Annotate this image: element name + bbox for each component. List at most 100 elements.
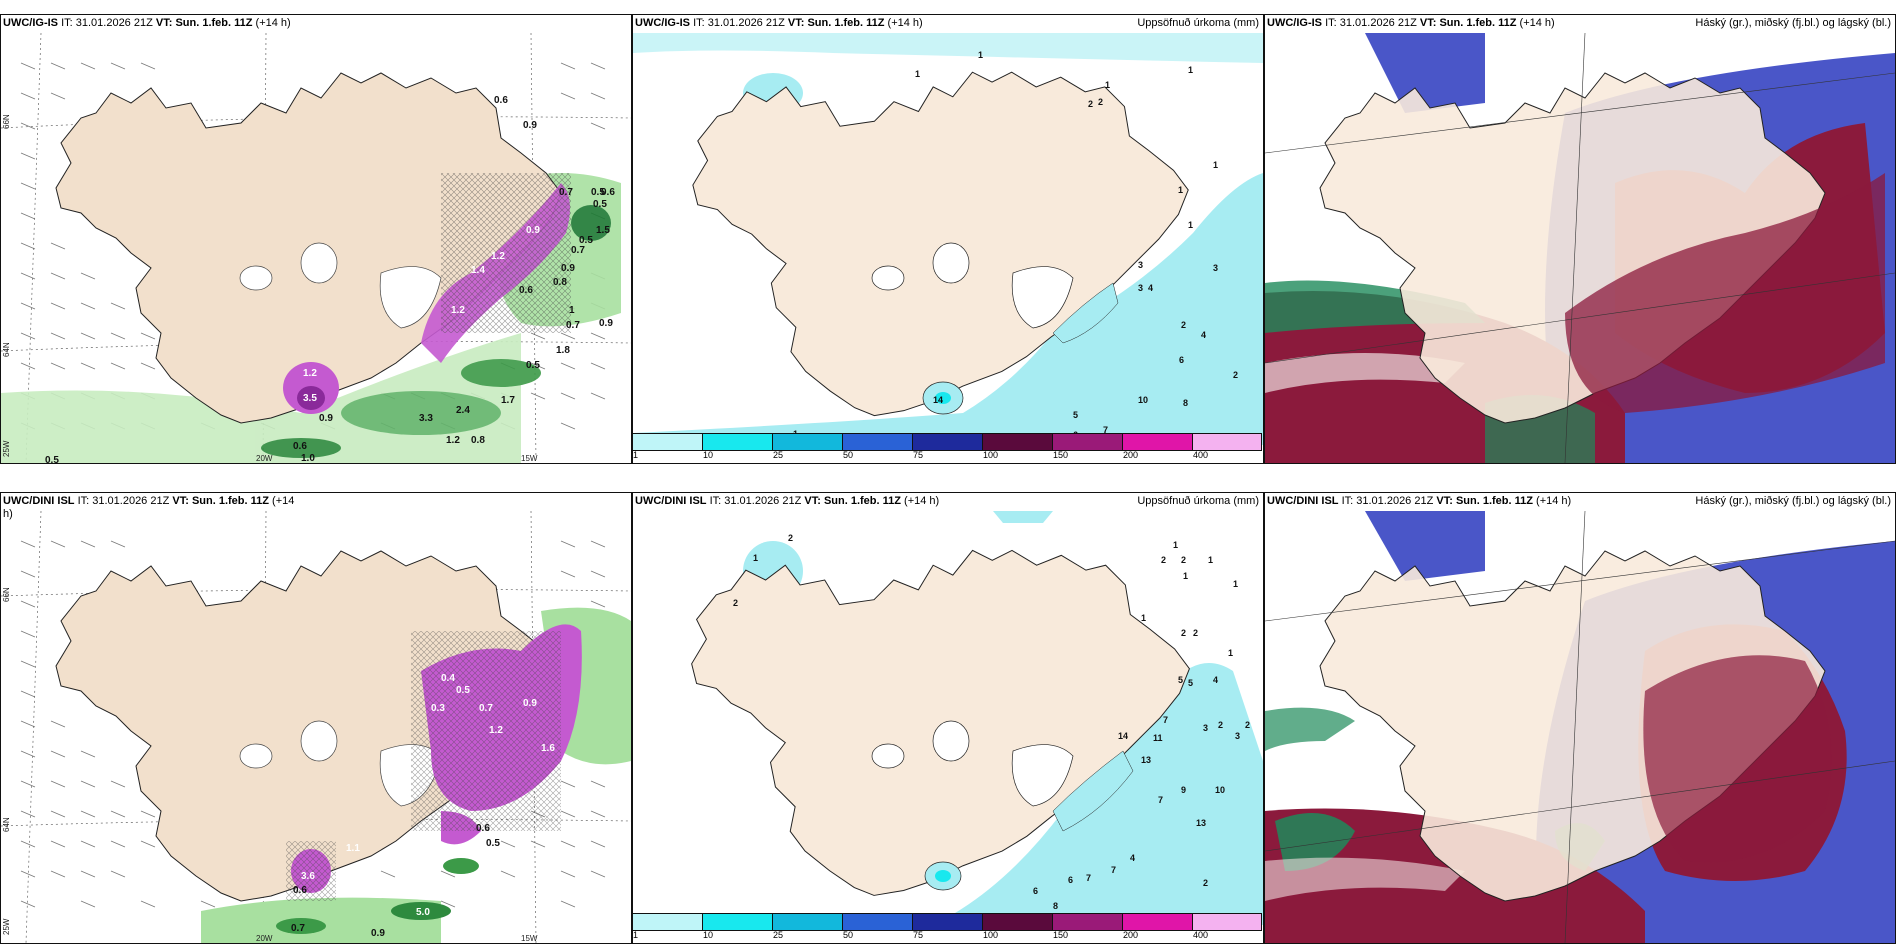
val: 11 — [1153, 733, 1163, 743]
val: 0.9 — [371, 928, 385, 939]
val: 0.8 — [471, 435, 485, 446]
tick: 75 — [913, 930, 924, 940]
panel-title: UWC/DINI ISL IT: 31.01.2026 21Z VT: Sun.… — [3, 495, 295, 520]
val: 5 — [1188, 678, 1193, 688]
val: 4 — [1213, 675, 1218, 685]
val: 1.4 — [471, 265, 485, 276]
tick: 1 — [633, 930, 639, 940]
val: 14 — [933, 395, 943, 405]
val: 0.6 — [293, 441, 307, 452]
val: 3 — [1203, 723, 1208, 733]
val: 0.9 — [526, 225, 540, 236]
val: 2 — [1088, 99, 1093, 109]
val: 0.6 — [476, 823, 490, 834]
tick: 400 — [1193, 450, 1209, 460]
val: 4 — [1148, 283, 1153, 293]
val: 1 — [1141, 613, 1146, 623]
val: 1 — [1233, 579, 1238, 589]
val: 6 — [1179, 355, 1184, 365]
val: 2 — [733, 598, 738, 608]
val: 2.4 — [456, 405, 470, 416]
panel-wind-snow-dini: UWC/DINI ISL IT: 31.01.2026 21Z VT: Sun.… — [0, 492, 632, 944]
val: 2 — [788, 533, 793, 543]
svg-text:15W: 15W — [521, 454, 538, 463]
snow-values: 0.4 0.5 0.3 0.7 1.2 0.9 0.6 0.5 3.6 1.1 … — [291, 673, 555, 939]
tick: 100 — [983, 930, 999, 940]
val: 1 — [1105, 80, 1110, 90]
val: 1.8 — [556, 345, 570, 356]
val: 3 — [1213, 263, 1218, 273]
panel-title: UWC/IG-IS IT: 31.01.2026 21Z VT: Sun. 1.… — [635, 17, 923, 29]
val: 1 — [1228, 648, 1233, 658]
val: 3 — [1138, 283, 1143, 293]
val: 0.7 — [291, 923, 305, 934]
val: 13 — [1141, 755, 1151, 765]
tick: 150 — [1053, 930, 1069, 940]
val: 1 — [1188, 220, 1193, 230]
svg-text:20W: 20W — [256, 934, 273, 943]
panel-precip-dini: UWC/DINI ISL IT: 31.01.2026 21Z VT: Sun.… — [632, 492, 1264, 944]
panel-clouds-igis: UWC/IG-IS IT: 31.01.2026 21Z VT: Sun. 1.… — [1264, 14, 1896, 464]
val: 10 — [1215, 785, 1225, 795]
snow-purple — [286, 624, 582, 901]
val: 4 — [1201, 330, 1206, 340]
val: 0.5 — [456, 685, 470, 696]
val: 0.8 — [553, 277, 567, 288]
val: 3.6 — [301, 871, 315, 882]
val: 3 — [1235, 731, 1240, 741]
tick: 25 — [773, 450, 784, 460]
val: 1 — [978, 50, 983, 60]
val: 0.6 — [519, 285, 533, 296]
val: 1.2 — [491, 251, 505, 262]
panel-title: UWC/DINI ISL IT: 31.01.2026 21Z VT: Sun.… — [635, 495, 940, 507]
tick: 25 — [773, 930, 784, 940]
val: 1.2 — [451, 305, 465, 316]
val: 2 — [1233, 370, 1238, 380]
colorbar: 1 10 25 50 75 100 150 200 400 — [633, 913, 1263, 943]
val: 1.5 — [596, 225, 610, 236]
val: 0.5 — [526, 360, 540, 371]
val: 7 — [1158, 795, 1163, 805]
svg-text:15W: 15W — [521, 934, 538, 943]
val: 13 — [1196, 818, 1206, 828]
val: 2 — [1245, 720, 1250, 730]
val: 1 — [1208, 555, 1213, 565]
tick: 200 — [1123, 450, 1139, 460]
val: 3 — [1138, 260, 1143, 270]
val: 10 — [1138, 395, 1148, 405]
val: 0.7 — [571, 245, 585, 256]
tick: 75 — [913, 450, 924, 460]
val: 0.9 — [523, 698, 537, 709]
val: 1.0 — [301, 453, 315, 463]
val: 2 — [1181, 555, 1186, 565]
panel-subtitle: Uppsöfnuð úrkoma (mm) — [1137, 17, 1259, 29]
val: 1 — [1213, 160, 1218, 170]
val: 1 — [1173, 540, 1178, 550]
val: 8 — [1053, 901, 1058, 911]
val: 0.5 — [579, 235, 593, 246]
val: 3.5 — [303, 393, 317, 404]
panel-subtitle: Háský (gr.), miðský (fj.bl.) og lágský (… — [1695, 17, 1891, 29]
tick: 50 — [843, 450, 854, 460]
svg-text:64N: 64N — [2, 342, 11, 357]
val: 1.1 — [346, 843, 360, 854]
val: 1 — [1188, 65, 1193, 75]
val: 4 — [1130, 853, 1135, 863]
val: 2 — [1218, 720, 1223, 730]
svg-text:66N: 66N — [2, 587, 11, 602]
val: 0.6 — [601, 187, 615, 198]
panel-subtitle: Háský (gr.), miðský (fj.bl.) og lágský (… — [1695, 495, 1891, 507]
map-clouds — [1265, 33, 1895, 463]
snow-values: 0.6 0.9 0.7 0.5 0.6 0.5 0.7 0.9 0.8 1 0.… — [45, 95, 615, 463]
val: 0.6 — [293, 885, 307, 896]
val: 2 — [1193, 628, 1198, 638]
panel-title: UWC/IG-IS IT: 31.01.2026 21Z VT: Sun. 1.… — [3, 17, 291, 29]
val: 7 — [1103, 425, 1108, 435]
map-wind-snow: 0.6 0.9 0.7 0.5 0.6 0.5 0.7 0.9 0.8 1 0.… — [1, 33, 631, 463]
val: 0.9 — [599, 318, 613, 329]
val: 7 — [1111, 865, 1116, 875]
val: 6 — [1033, 886, 1038, 896]
val: 0.7 — [559, 187, 573, 198]
val: 14 — [1118, 731, 1128, 741]
val: 0.9 — [523, 120, 537, 131]
